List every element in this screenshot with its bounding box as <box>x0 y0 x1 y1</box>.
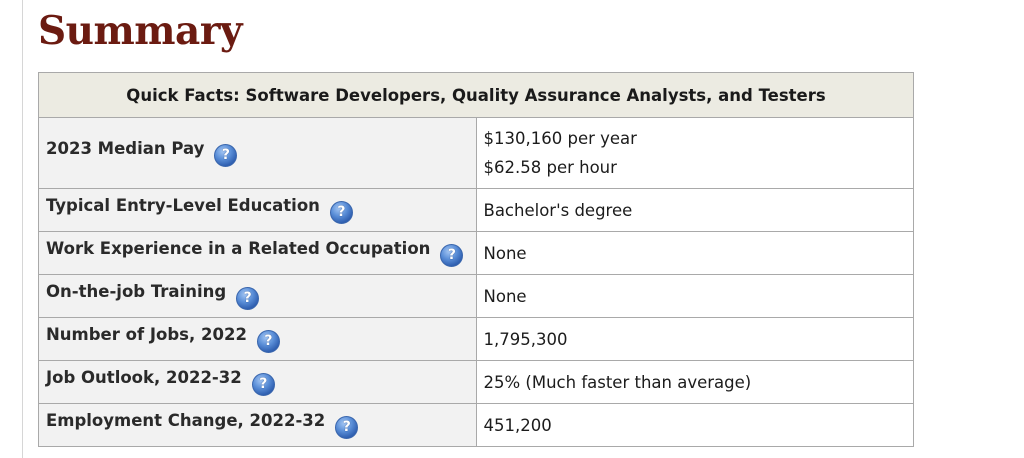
row-value: 451,200 <box>483 415 552 435</box>
row-value: None <box>483 243 527 263</box>
row-label: Employment Change, 2022-32 <box>46 411 326 430</box>
help-icon[interactable]: ? <box>335 416 359 439</box>
row-label: Job Outlook, 2022-32 <box>46 368 242 387</box>
quick-facts-header-row: Quick Facts: Software Developers, Qualit… <box>38 72 914 118</box>
row-value-cell: 1,795,300 <box>475 317 914 361</box>
row-value: Bachelor's degree <box>483 200 633 220</box>
table-row-work-experience: Work Experience in a Related Occupation?… <box>38 231 914 275</box>
table-row-median-pay: 2023 Median Pay? $130,160 per year $62.5… <box>38 117 914 189</box>
row-value-cell: None <box>475 231 914 275</box>
left-border-rule <box>22 0 23 458</box>
row-value-cell: None <box>475 274 914 318</box>
row-label-cell: 2023 Median Pay? <box>38 117 477 189</box>
median-pay-yearly: $130,160 per year <box>483 129 637 148</box>
row-label-cell: Job Outlook, 2022-32? <box>38 360 477 404</box>
page-title: Summary <box>38 8 243 54</box>
row-value-cell: 451,200 <box>475 403 914 447</box>
row-value: None <box>483 286 527 306</box>
median-pay-hourly: $62.58 per hour <box>483 158 617 177</box>
row-label-cell: Work Experience in a Related Occupation? <box>38 231 477 275</box>
row-label: Work Experience in a Related Occupation <box>46 239 431 258</box>
row-label: On-the-job Training <box>46 282 227 301</box>
help-icon[interactable]: ? <box>329 201 353 224</box>
table-row-number-of-jobs: Number of Jobs, 2022? 1,795,300 <box>38 317 914 361</box>
row-label-cell: On-the-job Training? <box>38 274 477 318</box>
quick-facts-header: Quick Facts: Software Developers, Qualit… <box>38 72 914 118</box>
help-icon[interactable]: ? <box>236 287 260 310</box>
table-row-job-outlook: Job Outlook, 2022-32? 25% (Much faster t… <box>38 360 914 404</box>
row-label: Typical Entry-Level Education <box>46 196 320 215</box>
quick-facts-table: Quick Facts: Software Developers, Qualit… <box>38 72 914 447</box>
help-icon[interactable]: ? <box>256 330 280 353</box>
help-icon[interactable]: ? <box>251 373 275 396</box>
table-row-entry-level-education: Typical Entry-Level Education? Bachelor'… <box>38 188 914 232</box>
row-value-cell: $130,160 per year $62.58 per hour <box>475 117 914 189</box>
table-row-employment-change: Employment Change, 2022-32? 451,200 <box>38 403 914 447</box>
row-value: 1,795,300 <box>483 329 568 349</box>
row-value-cell: Bachelor's degree <box>475 188 914 232</box>
help-icon[interactable]: ? <box>440 244 464 267</box>
row-label-cell: Typical Entry-Level Education? <box>38 188 477 232</box>
table-row-on-the-job-training: On-the-job Training? None <box>38 274 914 318</box>
row-label-cell: Employment Change, 2022-32? <box>38 403 477 447</box>
row-label: 2023 Median Pay <box>46 139 205 158</box>
row-label-cell: Number of Jobs, 2022? <box>38 317 477 361</box>
row-value-cell: 25% (Much faster than average) <box>475 360 914 404</box>
row-label: Number of Jobs, 2022 <box>46 325 247 344</box>
help-icon[interactable]: ? <box>214 144 238 167</box>
row-value: 25% (Much faster than average) <box>483 372 752 392</box>
